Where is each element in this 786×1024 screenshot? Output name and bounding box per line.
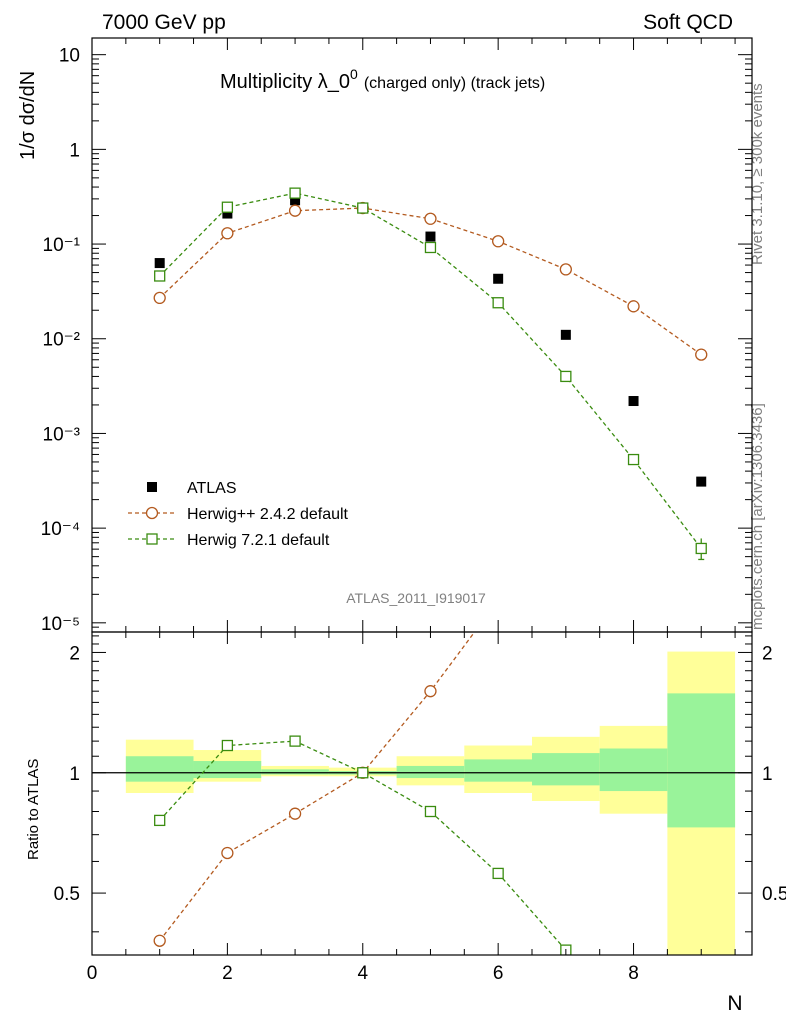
stat-band-9 — [667, 693, 736, 828]
herwigpp-point-1 — [153, 291, 166, 305]
herwigpp-ratio-point-3 — [288, 807, 302, 820]
ratio-panel — [92, 231, 752, 1024]
y-tick-label: 10⁻⁴ — [41, 519, 80, 540]
stat-band-2 — [193, 761, 262, 779]
herwigpp-ratio-point-1 — [153, 934, 166, 947]
herwigpp-point-9 — [695, 348, 708, 361]
herwig7-point-7 — [560, 370, 572, 383]
legend-label-herwig7: Herwig 7.2.1 default — [187, 532, 330, 549]
y-tick-label: 10⁻³ — [43, 424, 81, 445]
herwig7-line — [159, 192, 702, 549]
herwig7-point-9 — [695, 542, 707, 555]
herwigpp-ratio-point-5 — [424, 685, 437, 698]
x-tick-label: 4 — [357, 963, 368, 984]
ratio-y-tick-label: 0.5 — [54, 884, 80, 905]
herwigpp-ratio-point-6 — [493, 595, 504, 606]
stat-band-1 — [125, 756, 194, 782]
legend-label-herwigpp: Herwig++ 2.4.2 default — [187, 506, 349, 523]
herwig7-point-5 — [424, 241, 437, 254]
stat-band-8 — [599, 748, 668, 792]
herwig7-ratio-point-5 — [424, 805, 437, 818]
herwigpp-ratio-point-7 — [560, 491, 571, 502]
stat-band-5 — [396, 765, 465, 779]
ratio-y-tick-label: 2 — [69, 643, 80, 664]
herwig7-ratio-point-4 — [357, 767, 369, 779]
stat-band-7 — [532, 753, 600, 786]
atlas-point-2 — [222, 208, 233, 219]
legend-entry-atlas: ATLAS — [147, 480, 237, 497]
herwigpp-point-2 — [221, 227, 234, 240]
herwigpp-point-5 — [424, 212, 437, 225]
atlas-point-8 — [628, 396, 639, 407]
legend: ATLAS Herwig++ 2.4.2 default Herwig 7.2.… — [128, 480, 349, 549]
x-tick-label: 2 — [222, 963, 233, 984]
stat-band-6 — [464, 759, 532, 782]
legend-label-atlas: ATLAS — [187, 480, 237, 497]
rivet-label: Rivet 3.1.10, ≥ 300k events — [749, 83, 766, 265]
herwigpp-ratio-point-8 — [628, 368, 639, 379]
y-tick-label: 10⁻² — [43, 330, 81, 351]
herwig7-ratio-point-1 — [154, 814, 166, 827]
atlas-point-5 — [425, 231, 436, 242]
ratio-y-tick-label: 1 — [69, 764, 80, 785]
ratio-y-tick-label-right: 2 — [762, 643, 773, 664]
atlas-point-9 — [696, 476, 707, 487]
legend-marker-herwig7 — [146, 533, 158, 545]
herwig7-ratio-point-8 — [629, 1015, 639, 1024]
herwig7-ratio-point-3 — [289, 735, 301, 747]
ratio-y-tick-label-right: 0.5 — [762, 884, 786, 905]
atlas-point-7 — [560, 329, 571, 340]
axes: 0 2 4 6 8 10 1 10⁻¹ 10⁻² 10⁻³ 10⁻⁴ 10⁻⁵ 2 2 1 1 0.5 0.5 — [41, 37, 786, 984]
source-label: mcplots.cern.ch [arXiv:1306.3436] — [749, 403, 766, 630]
atlas-point-6 — [493, 273, 504, 284]
y-axis-label: 1/σ dσ/dN — [17, 71, 39, 160]
x-tick-label: 8 — [628, 963, 639, 984]
herwig7-point-8 — [627, 453, 640, 466]
x-tick-label: 6 — [493, 963, 504, 984]
title-sup: 0 — [350, 66, 358, 82]
legend-marker-herwigpp — [145, 506, 159, 520]
atlas-point-3 — [290, 195, 301, 206]
beam-label: 7000 GeV pp — [102, 11, 226, 34]
legend-entry-herwig7: Herwig 7.2.1 default — [128, 532, 330, 549]
herwig7-point-3 — [289, 187, 301, 199]
x-tick-label: 0 — [87, 963, 98, 984]
herwig7-point-4 — [357, 202, 369, 214]
herwigpp-point-8 — [627, 300, 640, 313]
legend-entry-herwigpp: Herwig++ 2.4.2 default — [128, 506, 349, 523]
title-main: Multiplicity λ_0 — [220, 71, 350, 93]
y-tick-label: 10⁻¹ — [43, 235, 81, 256]
atlas-point-1 — [154, 258, 165, 269]
x-axis-label: N — [727, 992, 742, 1015]
main-panel — [153, 187, 708, 561]
y-tick-label: 1 — [69, 140, 80, 161]
herwig7-ratio-point-6 — [492, 867, 504, 880]
herwig7-point-2 — [221, 201, 234, 213]
stat-band-3 — [261, 769, 329, 775]
uncertainty-bands — [125, 651, 736, 955]
legend-marker-atlas — [147, 482, 157, 492]
category-label: Soft QCD — [643, 11, 733, 34]
chart-title: Multiplicity λ_00 (charged only) (track j… — [220, 66, 545, 93]
ratio-frame — [91, 631, 753, 956]
herwigpp-point-3 — [288, 204, 302, 217]
herwigpp-point-7 — [559, 263, 572, 276]
herwigpp-point-6 — [492, 235, 505, 248]
analysis-id: ATLAS_2011_I919017 — [346, 590, 486, 606]
y-tick-label: 10⁻⁵ — [41, 614, 80, 635]
y-tick-label: 10 — [59, 46, 80, 67]
ratio-y-axis-label: Ratio to ATLAS — [25, 759, 42, 860]
ratio-y-tick-label-right: 1 — [762, 764, 773, 785]
herwigpp-ratio-line — [159, 632, 476, 942]
herwigpp-ratio-point-2 — [221, 846, 234, 860]
title-sub: (charged only) (track jets) — [364, 75, 545, 92]
herwig7-point-6 — [492, 297, 504, 309]
herwigpp-ratio-point-9 — [696, 231, 707, 242]
herwigpp-line — [159, 207, 702, 356]
herwig7-point-1 — [154, 270, 166, 282]
herwig7-ratio-point-2 — [221, 739, 234, 752]
